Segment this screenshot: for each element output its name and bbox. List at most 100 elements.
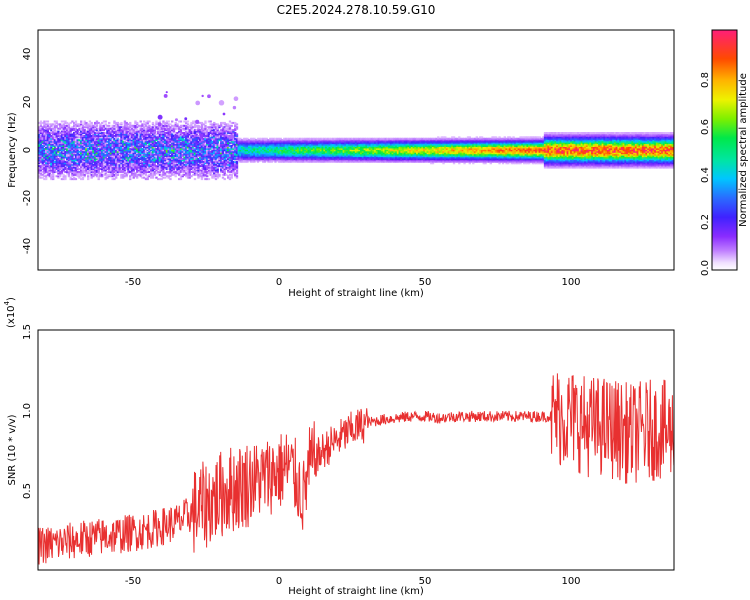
spectrogram-cell <box>60 126 64 129</box>
spectrogram-cell <box>188 173 191 176</box>
spectrogram-cell <box>234 163 237 166</box>
spectrogram-cell <box>183 165 186 168</box>
spectrogram-cell <box>97 149 100 152</box>
spectrogram-cell <box>158 142 162 145</box>
spectrogram-cell <box>134 172 137 175</box>
spectrogram-cell <box>41 144 44 147</box>
spectrogram-cell <box>59 149 62 152</box>
spectrogram-cell <box>38 144 41 147</box>
spectrogram-cell <box>342 155 345 158</box>
spectrogram-cell <box>104 142 107 145</box>
spectrogram-cell <box>297 160 300 163</box>
spectrogram-cell <box>174 144 177 147</box>
spectrogram-cell <box>218 160 221 163</box>
spectrogram-cell <box>220 159 223 162</box>
spectrogram-cell <box>160 156 163 159</box>
spectrogram-cell <box>193 137 197 140</box>
spectrogram-cell <box>251 149 254 152</box>
spectrogram-cell <box>330 144 333 147</box>
spectrogram-cell <box>87 169 90 172</box>
spectrogram-cell <box>66 121 69 124</box>
spectrogram-cell <box>115 166 118 169</box>
spectrogram-cell <box>123 134 127 137</box>
spectrogram-cell <box>125 165 128 168</box>
spectrogram-cell <box>97 140 100 143</box>
spectrogram-cell <box>45 126 48 129</box>
spectrogram-cell <box>234 132 237 135</box>
spectrogram-cell <box>272 143 275 146</box>
spectrogram-cell <box>323 160 326 163</box>
spectrogram-cell <box>148 150 151 153</box>
spectrogram-cell <box>190 123 193 126</box>
spectrogram-cell <box>328 147 331 150</box>
spectrogram-cell <box>207 162 211 165</box>
spectrogram-cell <box>158 170 162 173</box>
spectrogram-cell <box>195 137 198 140</box>
spectrogram-cell <box>218 157 221 160</box>
spectrogram-cell <box>218 126 221 129</box>
spectrogram-cell <box>255 150 258 153</box>
spectrogram-cell <box>125 129 128 132</box>
spectrogram-cell <box>122 157 125 160</box>
spectrogram-cell <box>127 146 130 149</box>
spectrogram-cell <box>295 152 298 155</box>
spectrogram-cell <box>87 126 90 129</box>
spectrogram-cell <box>97 143 100 146</box>
spectrogram-cell <box>45 155 48 158</box>
spectrogram-cell <box>120 150 123 153</box>
spectrogram-cell <box>155 127 158 130</box>
spectrogram-cell <box>221 143 225 146</box>
spectrogram-cell <box>349 155 352 158</box>
spectrogram-cell <box>349 160 352 163</box>
spectrogram-cell <box>318 159 321 162</box>
spectrogram-cell <box>76 140 79 143</box>
spectrogram-cell <box>227 152 230 155</box>
spectrogram-cell <box>69 169 72 172</box>
spectrogram-cell <box>270 139 274 142</box>
spectrogram-cell <box>295 146 298 149</box>
spectrogram-cell <box>272 144 275 147</box>
spectrogram-cell <box>146 155 149 158</box>
spectrogram-cell <box>188 132 191 135</box>
spectrogram-cell <box>211 169 214 172</box>
spectrogram-cell <box>272 153 275 156</box>
spectrogram-cell <box>216 140 219 143</box>
spectrogram-cell <box>92 170 95 173</box>
spectrogram-cell <box>244 142 247 145</box>
spectrogram-cell <box>300 160 303 163</box>
spectrogram-cell <box>66 155 69 158</box>
spectrogram-cell <box>62 129 65 132</box>
spectrogram-cell <box>179 160 183 163</box>
spectrogram-cell <box>286 142 289 145</box>
spectrogram-cell <box>235 134 239 137</box>
spectrogram-cell <box>80 150 83 153</box>
spectrogram-cell <box>186 159 190 162</box>
spectrogram-cell <box>148 153 151 156</box>
spectrogram-cell <box>347 144 351 147</box>
spectrogram-cell <box>330 156 333 159</box>
spectrogram-cell <box>130 137 134 140</box>
spectrogram-cell <box>87 149 90 152</box>
spectrogram-cell <box>262 146 265 149</box>
spectrogram-cell <box>202 162 205 165</box>
spectrogram-cell <box>62 140 65 143</box>
spectrogram-cell <box>106 147 109 150</box>
spectrogram-cell <box>302 157 305 160</box>
spectrogram-cell <box>312 157 316 160</box>
spectrogram-cell <box>94 142 97 145</box>
spectrogram-cell <box>52 137 55 140</box>
spectrogram-cell <box>60 150 64 153</box>
spectrogram-cell <box>123 120 127 123</box>
spectrogram-cell <box>74 166 78 169</box>
spectrogram-cell <box>300 155 303 158</box>
spectrogram-cell <box>55 160 58 163</box>
spectrogram-cell <box>237 146 240 149</box>
spectrogram-cell <box>153 162 156 165</box>
spectrogram-cell <box>122 136 125 139</box>
spectrogram-cell <box>169 137 172 140</box>
spectrogram-cell <box>62 134 65 137</box>
spectrogram-cell <box>59 162 62 165</box>
spectrogram-cell <box>309 157 312 160</box>
spectrogram-cell <box>339 159 342 162</box>
spectrogram-cell <box>172 159 176 162</box>
